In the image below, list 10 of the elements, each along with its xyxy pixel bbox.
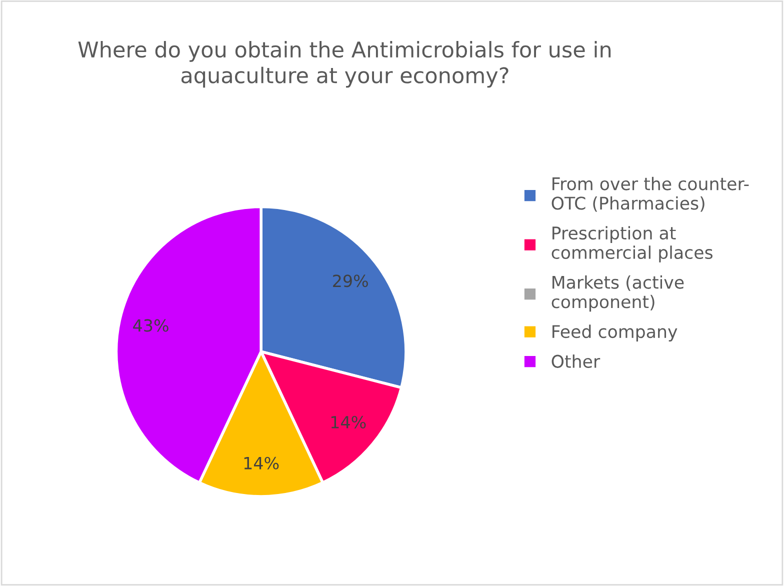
data-label: 14% [331, 416, 366, 428]
legend-label: Prescription at commercial places [552, 226, 712, 262]
legend-label: Markets (active component) [552, 275, 684, 312]
data-label: 14% [244, 456, 279, 470]
legend-label: From over the counter- OTC (Pharmacies) [552, 176, 749, 212]
legend-label: Other [552, 354, 600, 368]
chart-title: Where do you obtain the Antimicrobials for use in aquaculture at your economy? [78, 41, 611, 88]
legend-label: Feed company [552, 324, 678, 342]
data-label: 29% [333, 274, 368, 288]
data-label: 43% [133, 319, 168, 332]
